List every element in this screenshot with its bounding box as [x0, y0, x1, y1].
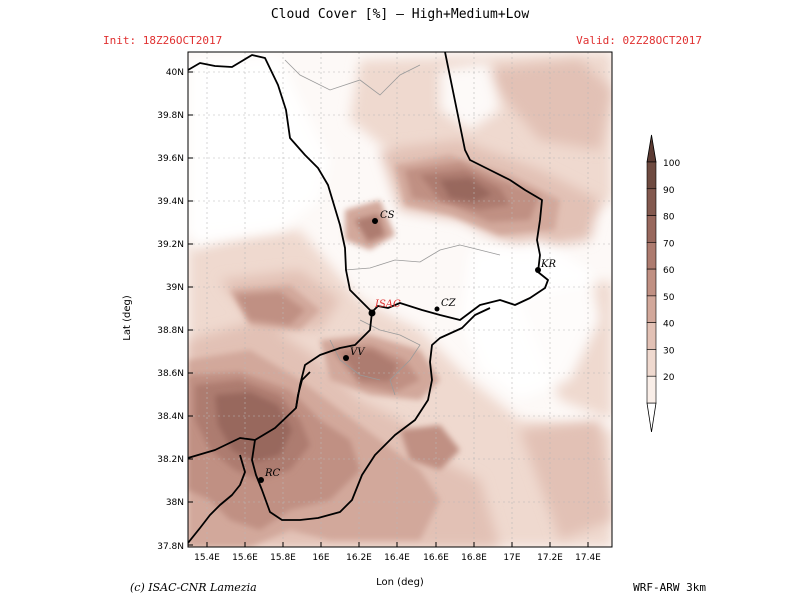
x-tick-label: 15.6E: [232, 553, 258, 563]
city-dot-isac: [368, 309, 376, 317]
colorbar-swatch: [646, 295, 657, 323]
colorbar-level-label: 40: [663, 320, 675, 330]
x-tick-label: 16.4E: [384, 553, 410, 563]
colorbar-swatch: [646, 349, 657, 377]
y-tick-label: 38.8N: [157, 326, 184, 336]
x-tick-label: 15.8E: [270, 553, 296, 563]
colorbar: 100 90 80 70 60 50 40 30 20: [646, 134, 680, 433]
colorbar-level-label: 30: [663, 346, 675, 356]
city-dot-vv: [343, 355, 349, 361]
city-label-cz: CZ: [441, 298, 457, 309]
x-tick-label: 15.4E: [194, 553, 220, 563]
y-tick-label: 39.4N: [157, 197, 184, 207]
model-label: WRF-ARW 3km: [633, 581, 706, 594]
y-tick-label: 39.8N: [157, 111, 184, 121]
y-tick-label: 38.2N: [157, 455, 184, 465]
colorbar-level-label: 60: [663, 266, 675, 276]
city-label-isac: ISAC: [374, 299, 401, 310]
city-label-cs: CS: [380, 210, 395, 221]
city-markers: CS KR ISAC CZ VV RC: [258, 210, 556, 483]
city-label-kr: KR: [540, 259, 556, 270]
y-axis-label: Lat (deg): [122, 295, 133, 341]
x-tick-marks: [206, 542, 589, 547]
x-axis-label: Lon (deg): [376, 577, 424, 588]
colorbar-bottom-arrow: [646, 402, 657, 433]
city-label-vv: VV: [350, 347, 366, 358]
grid-lines: [188, 52, 612, 547]
x-tick-label: 17.4E: [575, 553, 601, 563]
x-tick-label: 16.2E: [346, 553, 372, 563]
colorbar-swatch: [646, 242, 657, 270]
province-borders: [284, 59, 501, 396]
y-tick-label: 39.2N: [157, 240, 184, 250]
city-dot-kr: [535, 267, 541, 273]
colorbar-level-label: 70: [663, 239, 675, 249]
y-tick-label: 39.6N: [157, 154, 184, 164]
chart-title: Cloud Cover [%] — High+Medium+Low: [270, 7, 530, 22]
y-tick-marks: [188, 71, 193, 546]
colorbar-level-label: 90: [663, 186, 675, 196]
x-tick-label: 16.6E: [423, 553, 449, 563]
colorbar-swatch: [646, 322, 657, 350]
y-tick-label: 38N: [166, 498, 184, 508]
valid-time: Valid: 02Z28OCT2017: [576, 34, 702, 47]
colorbar-level-label: 20: [663, 373, 675, 383]
y-tick-label: 38.4N: [157, 412, 184, 422]
plot-frame: [187, 51, 613, 548]
colorbar-level-label: 80: [663, 213, 675, 223]
city-label-rc: RC: [264, 468, 281, 479]
y-tick-label: 40N: [166, 68, 184, 78]
y-tick-label: 37.8N: [157, 542, 184, 552]
x-tick-label: 16E: [312, 553, 329, 563]
cloud-cover-field: [188, 52, 612, 547]
x-tick-label: 16.8E: [461, 553, 487, 563]
x-tick-label: 17.2E: [537, 553, 563, 563]
colorbar-swatch: [646, 161, 657, 190]
city-dot-cs: [372, 218, 378, 224]
x-tick-label: 17E: [503, 553, 520, 563]
colorbar-swatch: [646, 215, 657, 243]
colorbar-swatch: [646, 188, 657, 216]
y-tick-label: 39N: [166, 283, 184, 293]
colorbar-level-label: 100: [663, 159, 680, 169]
colorbar-top-arrow: [646, 134, 657, 163]
city-dot-rc: [258, 477, 264, 483]
y-tick-label: 38.6N: [157, 369, 184, 379]
city-dot-cz: [434, 306, 440, 312]
coastline: [188, 52, 549, 544]
colorbar-level-label: 50: [663, 293, 675, 303]
colorbar-swatch: [646, 375, 657, 404]
colorbar-swatch: [646, 268, 657, 297]
init-time: Init: 18Z26OCT2017: [103, 34, 223, 47]
copyright-label: (c) ISAC-CNR Lamezia: [130, 581, 257, 594]
